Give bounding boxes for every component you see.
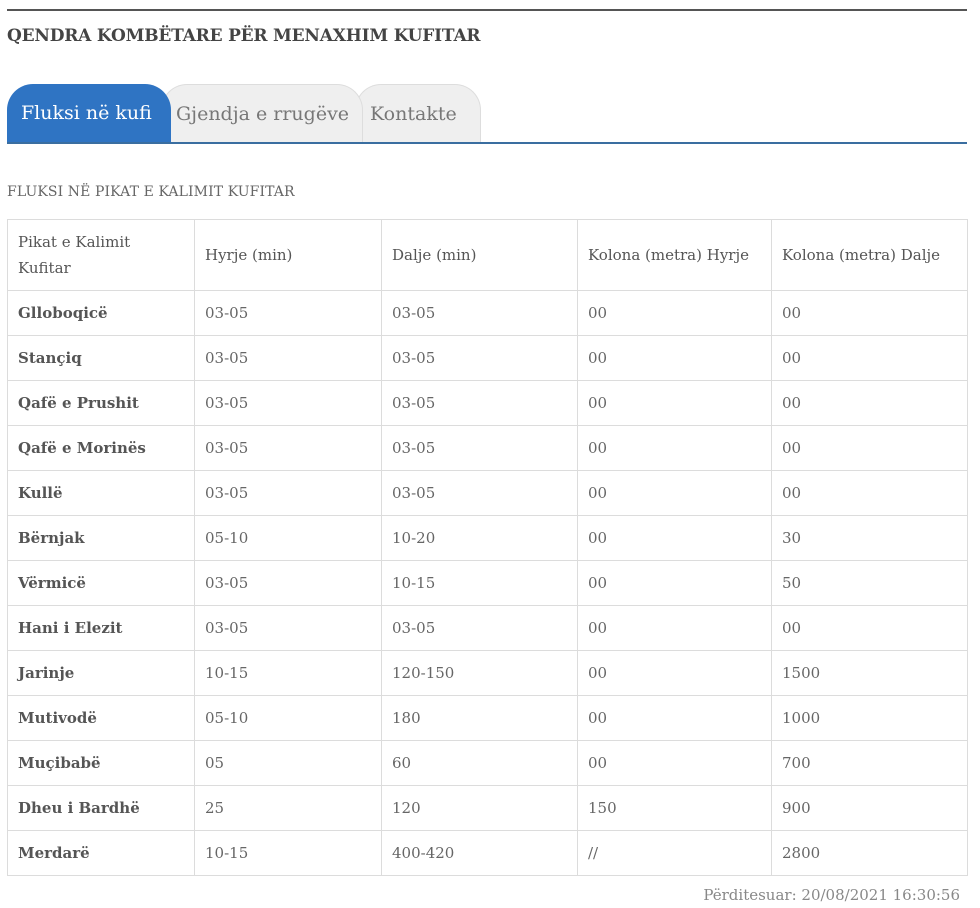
cell-crossing-point: Dheu i Bardhë <box>7 785 195 831</box>
cell-exit-min: 60 <box>381 740 578 786</box>
cell-queue-entry: 150 <box>577 785 772 831</box>
cell-crossing-point: Glloboqicë <box>7 290 195 336</box>
tab-kontakte[interactable]: Kontakte <box>355 84 481 142</box>
header-entry-min: Hyrje (min) <box>194 219 382 291</box>
cell-queue-entry: 00 <box>577 695 772 741</box>
cell-queue-exit: 700 <box>771 740 968 786</box>
header-queue-entry: Kolona (metra) Hyrje <box>577 219 772 291</box>
cell-queue-exit: 00 <box>771 380 968 426</box>
cell-queue-exit: 00 <box>771 290 968 336</box>
table-row: Bërnjak 05-10 10-20 00 30 <box>7 515 968 561</box>
last-updated: Përditesuar: 20/08/2021 16:30:56 <box>703 886 960 904</box>
header-exit-min: Dalje (min) <box>381 219 578 291</box>
table-header-row: Pikat e Kalimit Kufitar Hyrje (min) Dalj… <box>7 219 968 291</box>
table-row: Merdarë 10-15 400-420//2800 <box>7 830 968 876</box>
cell-queue-entry: 00 <box>577 515 772 561</box>
table-row: Glloboqicë 03-05 03-05 00 00 <box>7 290 968 336</box>
table-row: Qafë e Prushit 03-05 03-05 00 00 <box>7 380 968 426</box>
header-crossing-point: Pikat e Kalimit Kufitar <box>7 219 195 291</box>
cell-crossing-point: Qafë e Prushit <box>7 380 195 426</box>
cell-entry-min: 10-15 <box>194 650 382 696</box>
cell-entry-min: 25 <box>194 785 382 831</box>
cell-queue-entry: 00 <box>577 335 772 381</box>
cell-queue-exit: 00 <box>771 605 968 651</box>
cell-entry-min: 03-05 <box>194 290 382 336</box>
cell-queue-entry: 00 <box>577 425 772 471</box>
cell-crossing-point: Stançiq <box>7 335 195 381</box>
site-title: QENDRA KOMBËTARE PËR MENAXHIM KUFITAR <box>7 26 481 46</box>
top-divider <box>7 9 967 11</box>
cell-entry-min: 05-10 <box>194 695 382 741</box>
cell-queue-exit: 30 <box>771 515 968 561</box>
cell-crossing-point: Kullë <box>7 470 195 516</box>
cell-exit-min: 03-05 <box>381 425 578 471</box>
cell-crossing-point: Qafë e Morinës <box>7 425 195 471</box>
cell-queue-exit: 50 <box>771 560 968 606</box>
cell-crossing-point: Hani i Elezit <box>7 605 195 651</box>
cell-queue-entry: 00 <box>577 740 772 786</box>
cell-exit-min: 120 <box>381 785 578 831</box>
cell-queue-exit: 2800 <box>771 830 968 876</box>
table-row: Hani i Elezit 03-05 03-05 00 00 <box>7 605 968 651</box>
cell-queue-exit: 900 <box>771 785 968 831</box>
cell-crossing-point: Jarinje <box>7 650 195 696</box>
table-row: Muçibabë 05 60 00 700 <box>7 740 968 786</box>
border-flux-table: Pikat e Kalimit Kufitar Hyrje (min) Dalj… <box>7 219 968 876</box>
tab-bar: Kontakte Gjendja e rrugëve Fluksi në kuf… <box>7 84 967 144</box>
cell-entry-min: 03-05 <box>194 470 382 516</box>
cell-exit-min: 400-420 <box>381 830 578 876</box>
table-row: Jarinje 10-15 120-150 00 1500 <box>7 650 968 696</box>
cell-queue-entry: 00 <box>577 290 772 336</box>
cell-queue-entry: 00 <box>577 380 772 426</box>
cell-crossing-point: Muçibabë <box>7 740 195 786</box>
cell-queue-exit: 00 <box>771 470 968 516</box>
cell-entry-min: 03-05 <box>194 335 382 381</box>
table-row: Kullë 03-05 03-05 00 00 <box>7 470 968 516</box>
table-row: Vërmicë 03-05 10-15 00 50 <box>7 560 968 606</box>
cell-queue-entry: 00 <box>577 605 772 651</box>
section-title: FLUKSI NË PIKAT E KALIMIT KUFITAR <box>7 184 295 200</box>
cell-entry-min: 03-05 <box>194 380 382 426</box>
tab-fluksi-ne-kufi[interactable]: Fluksi në kufi <box>7 84 171 142</box>
table-row: Qafë e Morinës 03-05 03-05 00 00 <box>7 425 968 471</box>
cell-exit-min: 10-15 <box>381 560 578 606</box>
cell-queue-exit: 1500 <box>771 650 968 696</box>
cell-entry-min: 10-15 <box>194 830 382 876</box>
cell-entry-min: 03-05 <box>194 560 382 606</box>
cell-exit-min: 10-20 <box>381 515 578 561</box>
cell-exit-min: 03-05 <box>381 380 578 426</box>
table-row: Stançiq 03-05 03-05 00 00 <box>7 335 968 381</box>
cell-exit-min: 03-05 <box>381 290 578 336</box>
cell-exit-min: 120-150 <box>381 650 578 696</box>
tab-gjendja-e-rrugeve[interactable]: Gjendja e rrugëve <box>161 84 363 142</box>
table-row: Dheu i Bardhë 25 120 150 900 <box>7 785 968 831</box>
cell-entry-min: 03-05 <box>194 425 382 471</box>
cell-entry-min: 05 <box>194 740 382 786</box>
table-body: Glloboqicë 03-05 03-05 00 00 Stançiq 03-05 03-0… <box>7 290 968 876</box>
cell-queue-entry: 00 <box>577 470 772 516</box>
cell-exit-min: 180 <box>381 695 578 741</box>
cell-crossing-point: Mutivodë <box>7 695 195 741</box>
cell-queue-entry: // <box>577 830 772 876</box>
cell-queue-exit: 00 <box>771 335 968 381</box>
cell-exit-min: 03-05 <box>381 605 578 651</box>
cell-queue-entry: 00 <box>577 560 772 606</box>
cell-queue-exit: 00 <box>771 425 968 471</box>
cell-entry-min: 05-10 <box>194 515 382 561</box>
cell-queue-entry: 00 <box>577 650 772 696</box>
cell-queue-exit: 1000 <box>771 695 968 741</box>
header-queue-exit: Kolona (metra) Dalje <box>771 219 968 291</box>
cell-entry-min: 03-05 <box>194 605 382 651</box>
cell-exit-min: 03-05 <box>381 470 578 516</box>
cell-crossing-point: Vërmicë <box>7 560 195 606</box>
table-row: Mutivodë 05-10 180 00 1000 <box>7 695 968 741</box>
cell-crossing-point: Bërnjak <box>7 515 195 561</box>
cell-crossing-point: Merdarë <box>7 830 195 876</box>
cell-exit-min: 03-05 <box>381 335 578 381</box>
